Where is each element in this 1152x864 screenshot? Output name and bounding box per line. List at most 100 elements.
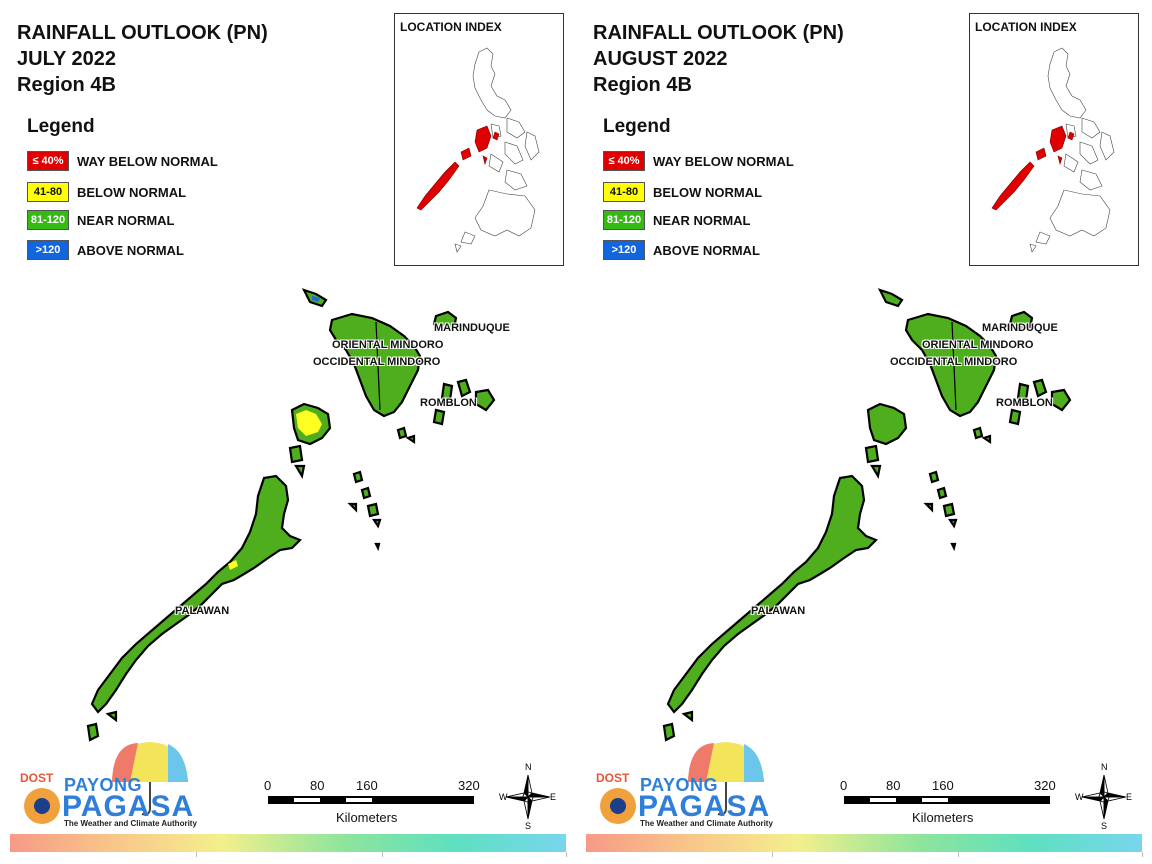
palawan-island — [90, 474, 302, 714]
legend-label: BELOW NORMAL — [77, 185, 187, 200]
scale-bar: 0 80 160 320 Kilometers — [840, 778, 1070, 828]
legend-label: ABOVE NORMAL — [77, 243, 184, 258]
compass-n: N — [525, 762, 532, 772]
scale-label-320: 320 — [1034, 778, 1056, 793]
location-index-map: LOCATION INDEX — [394, 13, 564, 266]
romblon-island — [474, 388, 496, 412]
compass-rose-icon: N E S W — [1074, 762, 1134, 832]
compass-w: W — [1075, 792, 1084, 802]
label-marinduque: MARINDUQUE — [982, 322, 1058, 334]
color-gradient-bar — [586, 834, 1142, 852]
logo-pagasa-text: PAGASA — [638, 790, 771, 823]
outlook-panel-july: RAINFALL OUTLOOK (PN) JULY 2022 Region 4… — [10, 13, 567, 857]
gradient-tick — [382, 852, 383, 857]
legend-label: BELOW NORMAL — [653, 185, 763, 200]
legend-swatch: ≤ 40% — [603, 151, 645, 171]
label-oriental-mindoro: ORIENTAL MINDORO — [332, 339, 444, 351]
label-occidental-mindoro: OCCIDENTAL MINDORO — [313, 356, 441, 368]
palawan-island — [666, 474, 878, 714]
legend-swatch: 41-80 — [27, 182, 69, 202]
legend-label: NEAR NORMAL — [653, 213, 751, 228]
scale-label-0: 0 — [840, 778, 848, 793]
philippines-index-map — [416, 47, 540, 253]
gradient-tick — [1142, 852, 1143, 857]
legend-label: WAY BELOW NORMAL — [77, 154, 218, 169]
logo-dost-text: DOST — [596, 771, 630, 785]
compass-w: W — [499, 792, 508, 802]
compass-s: S — [525, 821, 532, 831]
map-title: RAINFALL OUTLOOK (PN) JULY 2022 Region 4… — [17, 20, 268, 98]
legend-title: Legend — [27, 116, 95, 137]
legend-swatch: >120 — [603, 240, 645, 260]
scale-bar: 0 80 160 320 Kilometers — [264, 778, 494, 828]
logo-payong-text: PAYONG — [640, 775, 719, 795]
label-occidental-mindoro: OCCIDENTAL MINDORO — [890, 356, 1018, 368]
map-title: RAINFALL OUTLOOK (PN) AUGUST 2022 Region… — [593, 20, 844, 98]
compass-e: E — [550, 792, 557, 802]
logo-tagline: The Weather and Climate Authority — [640, 819, 773, 828]
payong-pagasa-logo: DOST PAYONG PAGASA The Weather and Clima… — [594, 742, 774, 834]
scale-bar-graphic — [268, 796, 474, 804]
romblon-island — [1050, 388, 1072, 412]
gradient-tick — [196, 852, 197, 857]
philippines-index-map — [991, 47, 1115, 253]
logo-dost-text: DOST — [20, 771, 54, 785]
title-line-2: JULY 2022 — [17, 48, 116, 70]
location-index-title: LOCATION INDEX — [975, 20, 1077, 34]
legend-swatch: >120 — [27, 240, 69, 260]
color-gradient-bar — [10, 834, 566, 852]
mindoro-island — [328, 312, 422, 418]
label-oriental-mindoro: ORIENTAL MINDORO — [922, 339, 1034, 351]
scale-label-320: 320 — [458, 778, 480, 793]
payong-pagasa-logo: DOST PAYONG PAGASA The Weather and Clima… — [18, 742, 198, 834]
scale-label-160: 160 — [932, 778, 954, 793]
scale-label-160: 160 — [356, 778, 378, 793]
marinduque-island — [432, 310, 458, 332]
scale-label-0: 0 — [264, 778, 272, 793]
legend-swatch: 41-80 — [603, 182, 645, 202]
region-4b-map — [86, 288, 496, 742]
label-palawan: PALAWAN — [175, 605, 230, 617]
gradient-tick — [566, 852, 567, 857]
region-4b-map — [662, 288, 1072, 742]
legend-label: ABOVE NORMAL — [653, 243, 760, 258]
mindoro-island — [904, 312, 998, 418]
lubang-island — [877, 288, 904, 308]
title-line-3: Region 4B — [593, 74, 692, 96]
legend-title: Legend — [603, 116, 671, 137]
compass-rose-icon: N E S W — [498, 762, 558, 832]
logo-tagline: The Weather and Climate Authority — [64, 819, 197, 828]
location-index-title: LOCATION INDEX — [400, 20, 502, 34]
label-romblon: ROMBLON — [420, 397, 477, 409]
legend-label: NEAR NORMAL — [77, 213, 175, 228]
umbrella-icon — [600, 742, 764, 824]
scale-label-80: 80 — [310, 778, 325, 793]
compass-s: S — [1101, 821, 1108, 831]
legend-label: WAY BELOW NORMAL — [653, 154, 794, 169]
outlook-panel-august: RAINFALL OUTLOOK (PN) AUGUST 2022 Region… — [576, 0, 1152, 864]
scale-label-80: 80 — [886, 778, 901, 793]
logo-payong-text: PAYONG — [64, 775, 143, 795]
title-line-1: RAINFALL OUTLOOK (PN) — [593, 22, 844, 44]
scale-unit: Kilometers — [336, 810, 398, 825]
scale-bar-graphic — [844, 796, 1050, 804]
title-line-2: AUGUST 2022 — [593, 48, 728, 70]
scale-unit: Kilometers — [912, 810, 974, 825]
compass-n: N — [1101, 762, 1108, 772]
label-romblon: ROMBLON — [996, 397, 1053, 409]
label-marinduque: MARINDUQUE — [434, 322, 510, 334]
gradient-tick — [958, 852, 959, 857]
logo-pagasa-text: PAGASA — [62, 790, 195, 823]
title-line-1: RAINFALL OUTLOOK (PN) — [17, 22, 268, 44]
label-palawan: PALAWAN — [751, 605, 806, 617]
calamian-islands — [866, 402, 908, 446]
legend-swatch: ≤ 40% — [27, 151, 69, 171]
legend-swatch: 81-120 — [603, 210, 645, 230]
legend-swatch: 81-120 — [27, 210, 69, 230]
gradient-tick — [772, 852, 773, 857]
marinduque-island — [1008, 310, 1034, 332]
compass-e: E — [1126, 792, 1133, 802]
umbrella-icon — [24, 742, 188, 824]
location-index-map: LOCATION INDEX — [969, 13, 1139, 266]
title-line-3: Region 4B — [17, 74, 116, 96]
